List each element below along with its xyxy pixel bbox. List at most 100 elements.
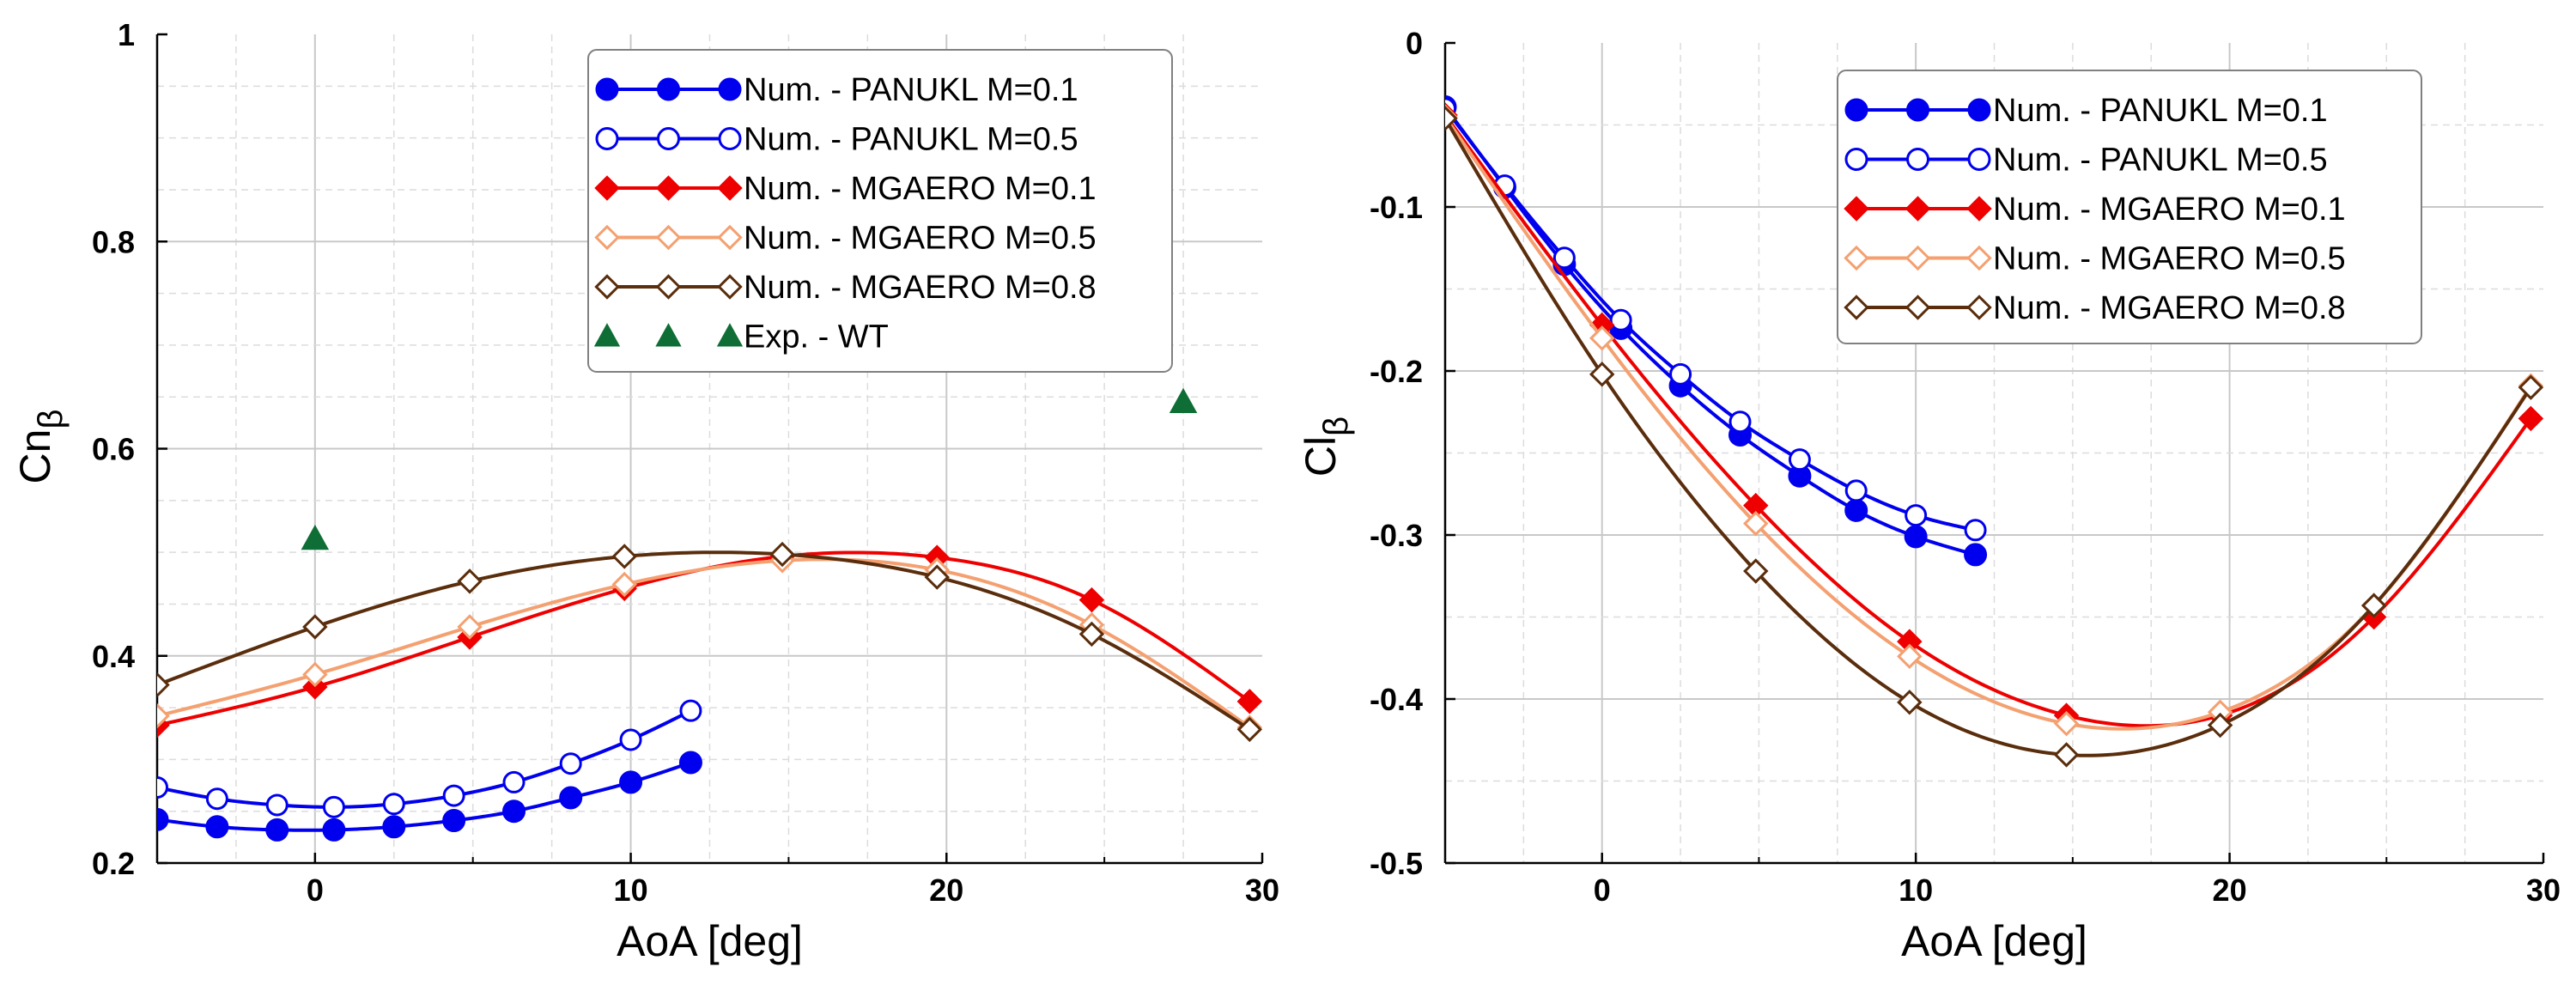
- legend-marker: [1905, 295, 1931, 320]
- legend-item: Num. - PANUKL M=0.5: [1844, 143, 2328, 179]
- y-tick-label: 1: [118, 17, 135, 52]
- x-tick-label: 30: [2526, 872, 2561, 908]
- data-point: [205, 787, 228, 811]
- data-point: [1844, 498, 1868, 522]
- data-point: [619, 770, 643, 794]
- data-point: [611, 544, 637, 569]
- legend-item: Num. - MGAERO M=0.1: [1844, 191, 2346, 228]
- data-point: [442, 784, 465, 807]
- data-point: [302, 614, 328, 640]
- series-group: [1445, 94, 2543, 768]
- data-point: [1078, 621, 1105, 647]
- y-tick-label: 0.6: [92, 432, 135, 467]
- data-point: [769, 541, 795, 568]
- x-tick-label: 0: [1594, 872, 1611, 908]
- legend-marker: [716, 323, 744, 347]
- y-axis-title-subscript: β: [1317, 416, 1355, 436]
- y-tick-label: 0.2: [92, 846, 135, 881]
- legend-label: Num. - PANUKL M=0.5: [744, 122, 1078, 158]
- legend-marker: [593, 323, 621, 347]
- legend-marker: [657, 77, 680, 101]
- legend-marker: [594, 274, 620, 300]
- legend-marker: [718, 127, 742, 150]
- data-point: [2053, 710, 2080, 737]
- data-point: [265, 818, 289, 842]
- data-point: [457, 568, 483, 594]
- data-point: [678, 751, 702, 775]
- legend-label: Num. - MGAERO M=0.5: [744, 221, 1097, 257]
- data-point: [1078, 587, 1105, 613]
- x-tick-label: 0: [307, 872, 324, 908]
- legend-marker: [1844, 245, 1869, 271]
- legend-label: Num. - PANUKL M=0.1: [744, 72, 1078, 108]
- data-point: [1236, 716, 1262, 743]
- data-point: [2207, 712, 2233, 739]
- legend-marker: [1966, 196, 1992, 222]
- series-line: [157, 761, 692, 832]
- data-point: [619, 728, 642, 751]
- data-point: [265, 793, 289, 817]
- legend-marker: [1905, 196, 1931, 222]
- legend-marker: [1906, 148, 1929, 171]
- legend-item: Num. - MGAERO M=0.8: [1844, 290, 2346, 326]
- legend-box: [1837, 70, 2422, 344]
- data-point: [1236, 689, 1262, 714]
- x-axis-title: AoA [deg]: [617, 917, 803, 965]
- legend-marker: [655, 224, 682, 251]
- legend-marker: [657, 127, 680, 150]
- legend-item: Num. - MGAERO M=0.1: [594, 171, 1097, 207]
- data-point: [1445, 106, 1458, 131]
- legend-item: Num. - PANUKL M=0.1: [595, 72, 1078, 108]
- legend-marker: [1844, 98, 1868, 122]
- data-point: [1669, 362, 1692, 386]
- legend-item: Num. - PANUKL M=0.5: [595, 122, 1078, 158]
- data-point: [157, 672, 170, 698]
- legend-marker: [1966, 245, 1992, 271]
- x-tick-label: 10: [614, 872, 648, 908]
- y-tick-label: 0.8: [92, 224, 135, 259]
- data-point: [157, 775, 168, 799]
- legend-item: Exp. - WT: [593, 319, 889, 356]
- legend-item: Num. - MGAERO M=0.8: [594, 270, 1097, 306]
- data-point: [1844, 479, 1868, 502]
- data-point: [157, 702, 170, 729]
- data-point: [302, 661, 328, 688]
- legend-label: Num. - PANUKL M=0.1: [1993, 93, 2328, 129]
- data-point: [1743, 510, 1769, 537]
- legend-label: Num. - PANUKL M=0.5: [1993, 143, 2328, 179]
- legend: Num. - PANUKL M=0.1 Num. - PANUKL M=0.5 Nu…: [587, 49, 1173, 373]
- data-point: [1609, 308, 1632, 331]
- legend-marker: [595, 77, 619, 101]
- data-point: [679, 699, 702, 722]
- data-point: [1743, 558, 1769, 584]
- x-tick-label: 20: [2213, 872, 2247, 908]
- series-line: [1445, 113, 2533, 728]
- series-5: [301, 387, 1198, 550]
- legend-marker: [1906, 98, 1929, 122]
- series-group: [157, 387, 1262, 842]
- data-point: [157, 807, 169, 831]
- legend-marker: [1967, 98, 1991, 122]
- legend-marker: [594, 175, 620, 201]
- series-line: [157, 557, 1251, 729]
- series-line: [1445, 107, 1976, 532]
- series-line: [157, 708, 692, 809]
- y-tick-label: -0.4: [1370, 682, 1423, 717]
- legend-marker: [655, 323, 682, 347]
- legend-item: Num. - MGAERO M=0.5: [1844, 241, 2346, 277]
- legend-marker: [1844, 148, 1868, 171]
- y-tick-label: -0.1: [1370, 190, 1423, 225]
- data-point: [1904, 525, 1928, 549]
- data-point: [1728, 410, 1752, 434]
- data-point: [559, 752, 582, 775]
- data-point: [301, 525, 330, 550]
- data-point: [1897, 643, 1923, 670]
- x-tick-label: 10: [1899, 872, 1933, 908]
- data-point: [1897, 690, 1923, 715]
- data-point: [205, 815, 229, 839]
- y-axis-title-main: Cn: [11, 429, 59, 484]
- data-point: [502, 799, 526, 824]
- legend-label: Num. - MGAERO M=0.1: [744, 171, 1097, 207]
- data-point: [2360, 593, 2387, 618]
